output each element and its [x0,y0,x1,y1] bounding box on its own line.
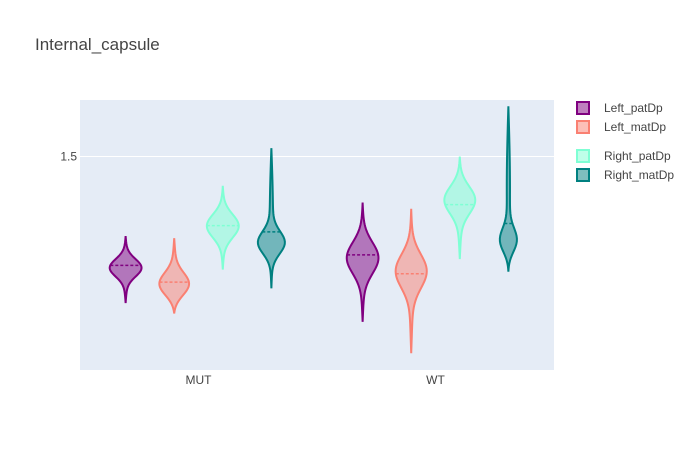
legend-label: Left_matDp [604,120,666,134]
violin-right-patdp-wt [443,156,477,260]
legend-label: Right_matDp [604,168,674,182]
legend-label: Left_patDp [604,101,663,115]
violin-left-patdp-wt [345,202,380,322]
violin-layer [108,106,518,354]
legend-swatch [576,168,590,182]
violin-left-matdp-mut [158,238,191,314]
legend-item-left-matdp[interactable]: Left_matDp [576,120,666,134]
legend-swatch [576,101,590,115]
violin-right-matdp-mut [256,148,286,289]
legend-item-right-matdp[interactable]: Right_matDp [576,168,674,182]
legend[interactable]: Left_patDp Left_matDp Right_patDp Right_mat… [576,101,674,182]
chart-title: Internal_capsule [35,35,160,54]
axis-layer: 1.5 MUT WT [60,150,445,387]
y-tick-label-0: 1.5 [60,150,77,164]
legend-swatch [576,149,590,163]
legend-item-right-patdp[interactable]: Right_patDp [576,149,671,163]
plot-area [80,100,554,370]
x-tick-label-wt: WT [426,373,445,387]
legend-swatch [576,120,590,134]
violin-right-matdp-wt [498,106,518,272]
x-tick-label-mut: MUT [186,373,213,387]
violin-left-patdp-mut [108,235,143,304]
violin-right-patdp-mut [205,185,240,270]
legend-label: Right_patDp [604,149,671,163]
legend-item-left-patdp[interactable]: Left_patDp [576,101,663,115]
violin-left-matdp-wt [394,208,428,354]
